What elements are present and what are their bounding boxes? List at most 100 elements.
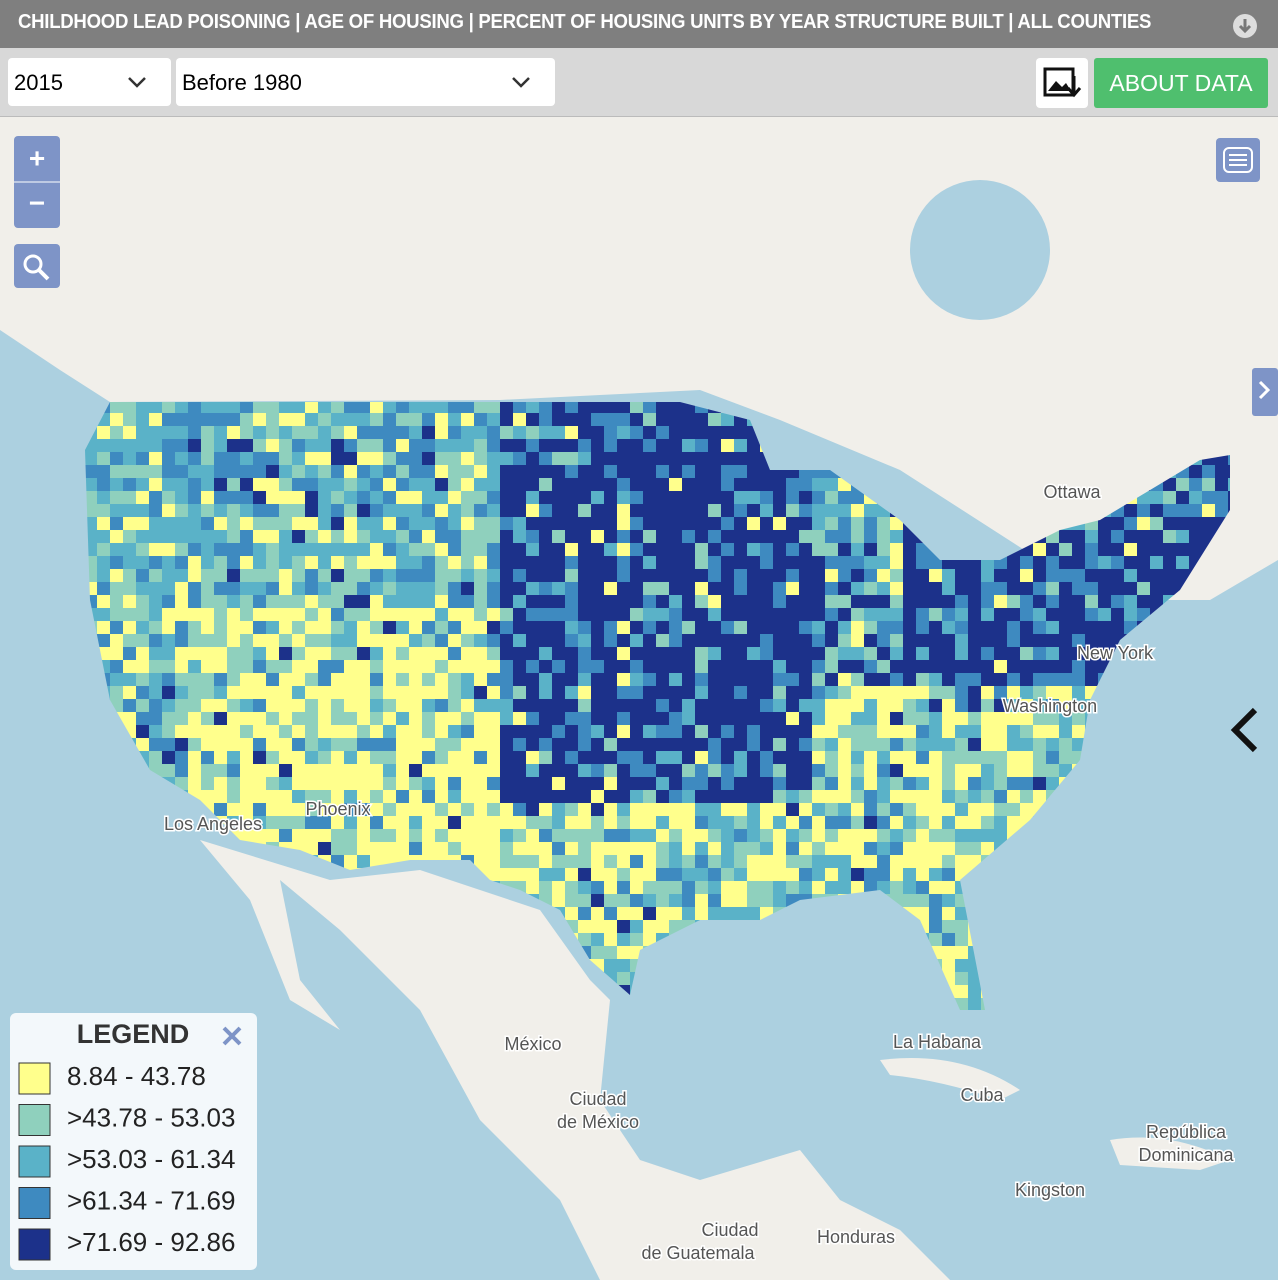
county	[266, 764, 279, 777]
header: CHILDHOOD LEAD POISONING | AGE OF HOUSIN…	[0, 0, 1278, 48]
county	[318, 660, 331, 673]
county	[578, 582, 591, 595]
county	[916, 712, 929, 725]
county	[708, 725, 721, 738]
county	[149, 452, 162, 465]
county	[240, 725, 253, 738]
county	[526, 842, 539, 855]
county	[1215, 478, 1228, 491]
county	[786, 517, 799, 530]
county	[838, 699, 851, 712]
county	[708, 816, 721, 829]
county	[591, 426, 604, 439]
year-select[interactable]: 2015	[8, 58, 171, 106]
county	[565, 647, 578, 660]
county	[786, 790, 799, 803]
county	[175, 582, 188, 595]
county	[539, 660, 552, 673]
county	[786, 777, 799, 790]
side-panel-toggle[interactable]	[1252, 368, 1278, 416]
county	[760, 608, 773, 621]
county	[682, 699, 695, 712]
county	[1033, 556, 1046, 569]
county	[1046, 582, 1059, 595]
county	[149, 426, 162, 439]
county	[942, 920, 955, 933]
county	[903, 881, 916, 894]
county	[695, 777, 708, 790]
period-select[interactable]: Before 1980	[176, 58, 555, 106]
county	[162, 595, 175, 608]
county	[435, 816, 448, 829]
county	[981, 764, 994, 777]
county	[721, 556, 734, 569]
county	[539, 402, 552, 413]
county	[539, 608, 552, 621]
county	[682, 777, 695, 790]
county	[292, 582, 305, 595]
export-image-button[interactable]	[1036, 58, 1088, 108]
county	[500, 686, 513, 699]
county	[734, 777, 747, 790]
county	[695, 816, 708, 829]
county	[903, 673, 916, 686]
county	[201, 452, 214, 465]
county	[448, 439, 461, 452]
county	[617, 777, 630, 790]
county	[149, 634, 162, 647]
county	[1007, 647, 1020, 660]
county	[643, 660, 656, 673]
county	[617, 686, 630, 699]
zoom-out[interactable]: −	[29, 187, 45, 218]
county	[838, 712, 851, 725]
county	[604, 608, 617, 621]
county	[292, 816, 305, 829]
county	[552, 621, 565, 634]
county	[1020, 699, 1033, 712]
county	[110, 491, 123, 504]
county	[123, 595, 136, 608]
county	[552, 725, 565, 738]
county	[890, 595, 903, 608]
county	[305, 751, 318, 764]
zoom-in[interactable]: +	[29, 142, 45, 173]
collapse-icon[interactable]	[1232, 13, 1258, 39]
county	[786, 842, 799, 855]
county	[539, 686, 552, 699]
county	[162, 491, 175, 504]
search-button[interactable]	[14, 244, 60, 288]
county	[955, 907, 968, 920]
county	[214, 504, 227, 517]
county	[968, 790, 981, 803]
county	[864, 530, 877, 543]
county	[1150, 582, 1163, 595]
county	[136, 660, 149, 673]
county	[240, 478, 253, 491]
county	[838, 725, 851, 738]
county	[500, 712, 513, 725]
county	[1020, 790, 1033, 803]
county	[227, 764, 240, 777]
county	[500, 543, 513, 556]
county	[474, 725, 487, 738]
county	[97, 621, 110, 634]
county	[591, 465, 604, 478]
county	[500, 621, 513, 634]
legend-close[interactable]	[222, 1026, 242, 1046]
county	[721, 517, 734, 530]
county	[136, 647, 149, 660]
carousel-prev[interactable]	[1230, 707, 1258, 753]
layers-button[interactable]	[1216, 138, 1260, 182]
about-data-button[interactable]: ABOUT DATA	[1094, 58, 1268, 108]
county	[305, 660, 318, 673]
county	[708, 465, 721, 478]
county	[760, 634, 773, 647]
county	[292, 660, 305, 673]
county	[1124, 517, 1137, 530]
county	[617, 402, 630, 413]
county	[240, 686, 253, 699]
county	[825, 803, 838, 816]
county	[903, 894, 916, 907]
county	[643, 491, 656, 504]
county	[968, 660, 981, 673]
